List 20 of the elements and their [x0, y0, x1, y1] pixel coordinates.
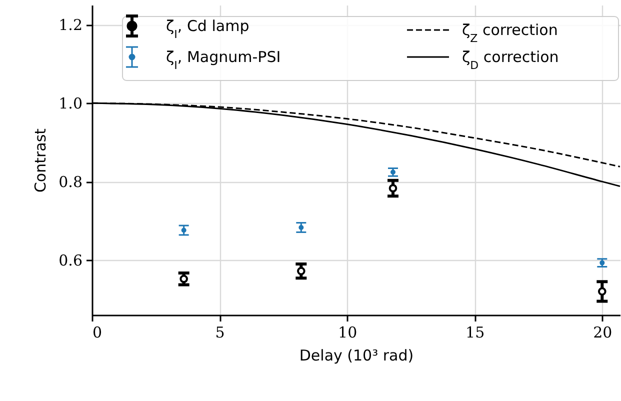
x-axis-title: Delay (10³ rad) [299, 346, 414, 364]
legend-label: ζ$_{Z}$ correction [462, 21, 558, 44]
legend-label: ζ$_{I}$, Magnum-PSI [166, 48, 281, 72]
x-tick-label: 15 [466, 324, 485, 342]
y-axis-title: Contrast [32, 128, 50, 193]
x-tick-label: 10 [338, 324, 358, 342]
point [298, 225, 304, 230]
point [598, 287, 606, 296]
x-tick-label: 0 [92, 324, 102, 342]
legend-label: ζ$_{I}$, Cd lamp [166, 17, 250, 40]
y-tick-label: 0.6 [58, 252, 82, 270]
x-tick-label: 5 [215, 324, 225, 342]
y-tick-label: 1.0 [58, 94, 82, 113]
legend-label: ζ$_{D}$ correction [462, 48, 559, 72]
point [296, 266, 306, 276]
point [180, 274, 188, 284]
y-tick-label: 0.8 [58, 173, 82, 192]
x-tick-label: 20 [593, 324, 612, 342]
y-tick-label: 1.2 [58, 16, 82, 34]
point [388, 184, 398, 192]
